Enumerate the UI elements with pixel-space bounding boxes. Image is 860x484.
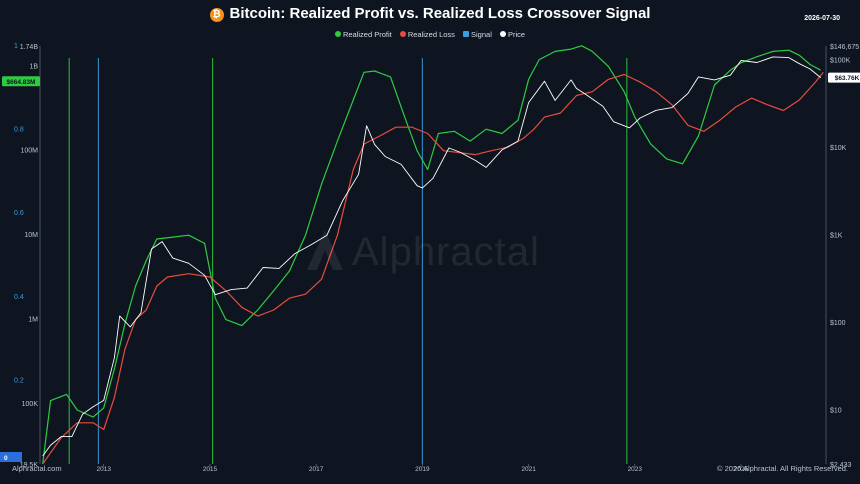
bitcoin-icon: ₿	[209, 8, 224, 22]
legend-item-signal[interactable]: Signal	[463, 30, 492, 39]
current-value-tag-label: $664.83M	[7, 79, 36, 86]
x-axis-tick-label: 2013	[96, 466, 111, 473]
price-axis-max-label: $146,675	[830, 44, 859, 51]
price-axis-tick: $100	[830, 320, 846, 327]
chart-axes: 0.2 0.4 0.6 0.8 1 100K 1M 10M 100M 1B 1.74B 19.5K $1…	[0, 43, 860, 473]
price-axis-tick: $10	[830, 407, 842, 414]
realized-axis-tick: 1B	[29, 63, 38, 70]
legend-swatch	[334, 31, 341, 37]
x-axis-tick-label: 2021	[521, 466, 536, 473]
current-value-tag	[828, 72, 860, 83]
chart-title-row: ₿ Bitcoin: Realized Profit vs. Realized L…	[0, 5, 860, 22]
signal-axis-tick: 0.8	[14, 127, 24, 134]
alphractal-logo-icon	[307, 230, 343, 270]
footer-site[interactable]: Alphractal.com	[12, 464, 62, 473]
realized-axis-tick: 100K	[22, 401, 39, 408]
x-axis-tick-label: 2023	[628, 466, 643, 473]
series-line-realized-loss	[42, 71, 824, 465]
legend-item-realized-loss[interactable]: Realized Loss	[399, 30, 455, 39]
price-axis-tick: $10K	[830, 145, 847, 152]
price-axis-tick: $100K	[830, 58, 851, 65]
current-value-tag	[2, 76, 40, 87]
series-lines	[42, 45, 824, 465]
series-line-price	[42, 56, 821, 457]
chart-date: 2026-07-30	[804, 15, 840, 22]
realized-axis-tick: 1M	[28, 317, 38, 324]
legend: Realized Profit Realized Loss Signal Pri…	[0, 30, 860, 39]
realized-axis-max-label: 1.74B	[20, 44, 39, 51]
legend-swatch	[463, 31, 470, 37]
realized-axis-tick: 10M	[24, 232, 38, 239]
x-axis-tick-label: 2025	[734, 466, 749, 473]
legend-swatch	[399, 31, 406, 37]
legend-item-price[interactable]: Price	[499, 30, 525, 39]
price-axis-min-label: $2,433	[830, 462, 852, 469]
signal-axis-tick: 0.2	[14, 377, 24, 384]
x-axis-tick-label: 2019	[415, 466, 430, 473]
bottom-left-marker-label: 0	[4, 455, 8, 462]
signal-axis-tick: 1	[14, 43, 18, 50]
realized-axis-tick: 100M	[20, 148, 38, 155]
signal-axis-tick: 0.6	[14, 210, 24, 217]
legend-item-realized-profit[interactable]: Realized Profit	[334, 30, 392, 39]
legend-swatch	[499, 31, 506, 37]
bottom-left-marker	[0, 452, 22, 462]
x-axis-tick-label: 2017	[309, 466, 324, 473]
footer-copyright: © 2026 Alphractal. All Rights Reserved.	[716, 464, 848, 473]
current-value-tag-label: $63.76K	[835, 75, 860, 82]
signal-lines	[68, 58, 628, 464]
chart-title: Bitcoin: Realized Profit vs. Realized Lo…	[229, 5, 651, 22]
signal-axis-tick: 0.4	[14, 294, 24, 301]
realized-axis-min-label: 19.5K	[20, 462, 39, 469]
watermark: Alphractal	[352, 230, 540, 274]
price-axis-tick: $1K	[830, 232, 843, 239]
x-axis-tick-label: 2015	[203, 466, 218, 473]
